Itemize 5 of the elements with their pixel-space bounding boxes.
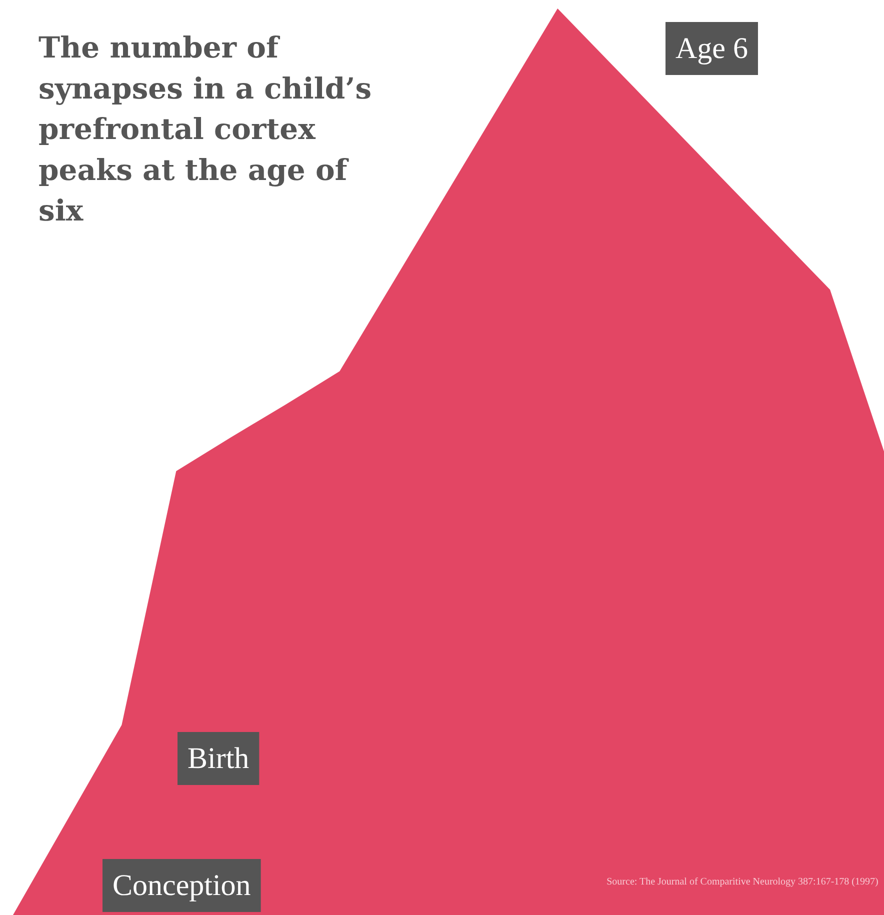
annotation: Age 6	[676, 32, 748, 65]
annotation: Conception	[112, 869, 251, 902]
annotation: Source: The Journal of Comparitive Neurology 387:167-178 (1997)	[606, 876, 878, 888]
text: The number of synapses in a child’s prefrontal cortex peaks at the age of six	[38, 30, 372, 228]
annotation: Birth	[188, 742, 250, 775]
